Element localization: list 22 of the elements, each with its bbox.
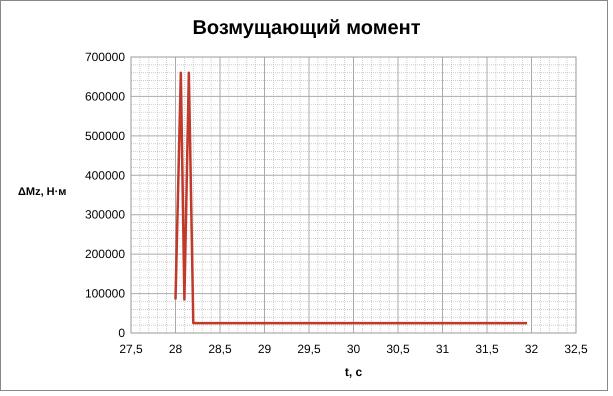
y-tick-label: 500000 [84, 128, 126, 143]
y-tick-label: 700000 [84, 50, 126, 64]
x-tick-label: 27,5 [119, 342, 143, 356]
x-tick-label: 32,5 [564, 342, 588, 356]
y-axis-title: ΔMz, Н·м [18, 186, 66, 198]
x-tick-label: 28 [168, 342, 182, 356]
x-tick-label: 30,5 [386, 342, 410, 356]
x-tick-label: 29 [258, 342, 272, 356]
x-tick-label: 28,5 [208, 342, 232, 356]
x-tick-label: 31 [436, 342, 450, 356]
y-tick-label: 100000 [84, 286, 126, 301]
y-tick-label: 0 [118, 326, 126, 340]
x-axis-title: t, с [344, 365, 362, 379]
y-tick-label: 400000 [84, 168, 126, 182]
x-tick-label: 32 [524, 342, 538, 356]
x-tick-label: 29,5 [297, 342, 321, 356]
y-tick-label: 600000 [84, 89, 126, 104]
y-tick-label: 300000 [84, 208, 126, 222]
x-tick-label: 31,5 [475, 342, 499, 356]
y-tick-label: 200000 [84, 247, 126, 262]
chart-title: Возмущающий момент [192, 17, 421, 39]
x-tick-label: 30 [346, 342, 360, 356]
